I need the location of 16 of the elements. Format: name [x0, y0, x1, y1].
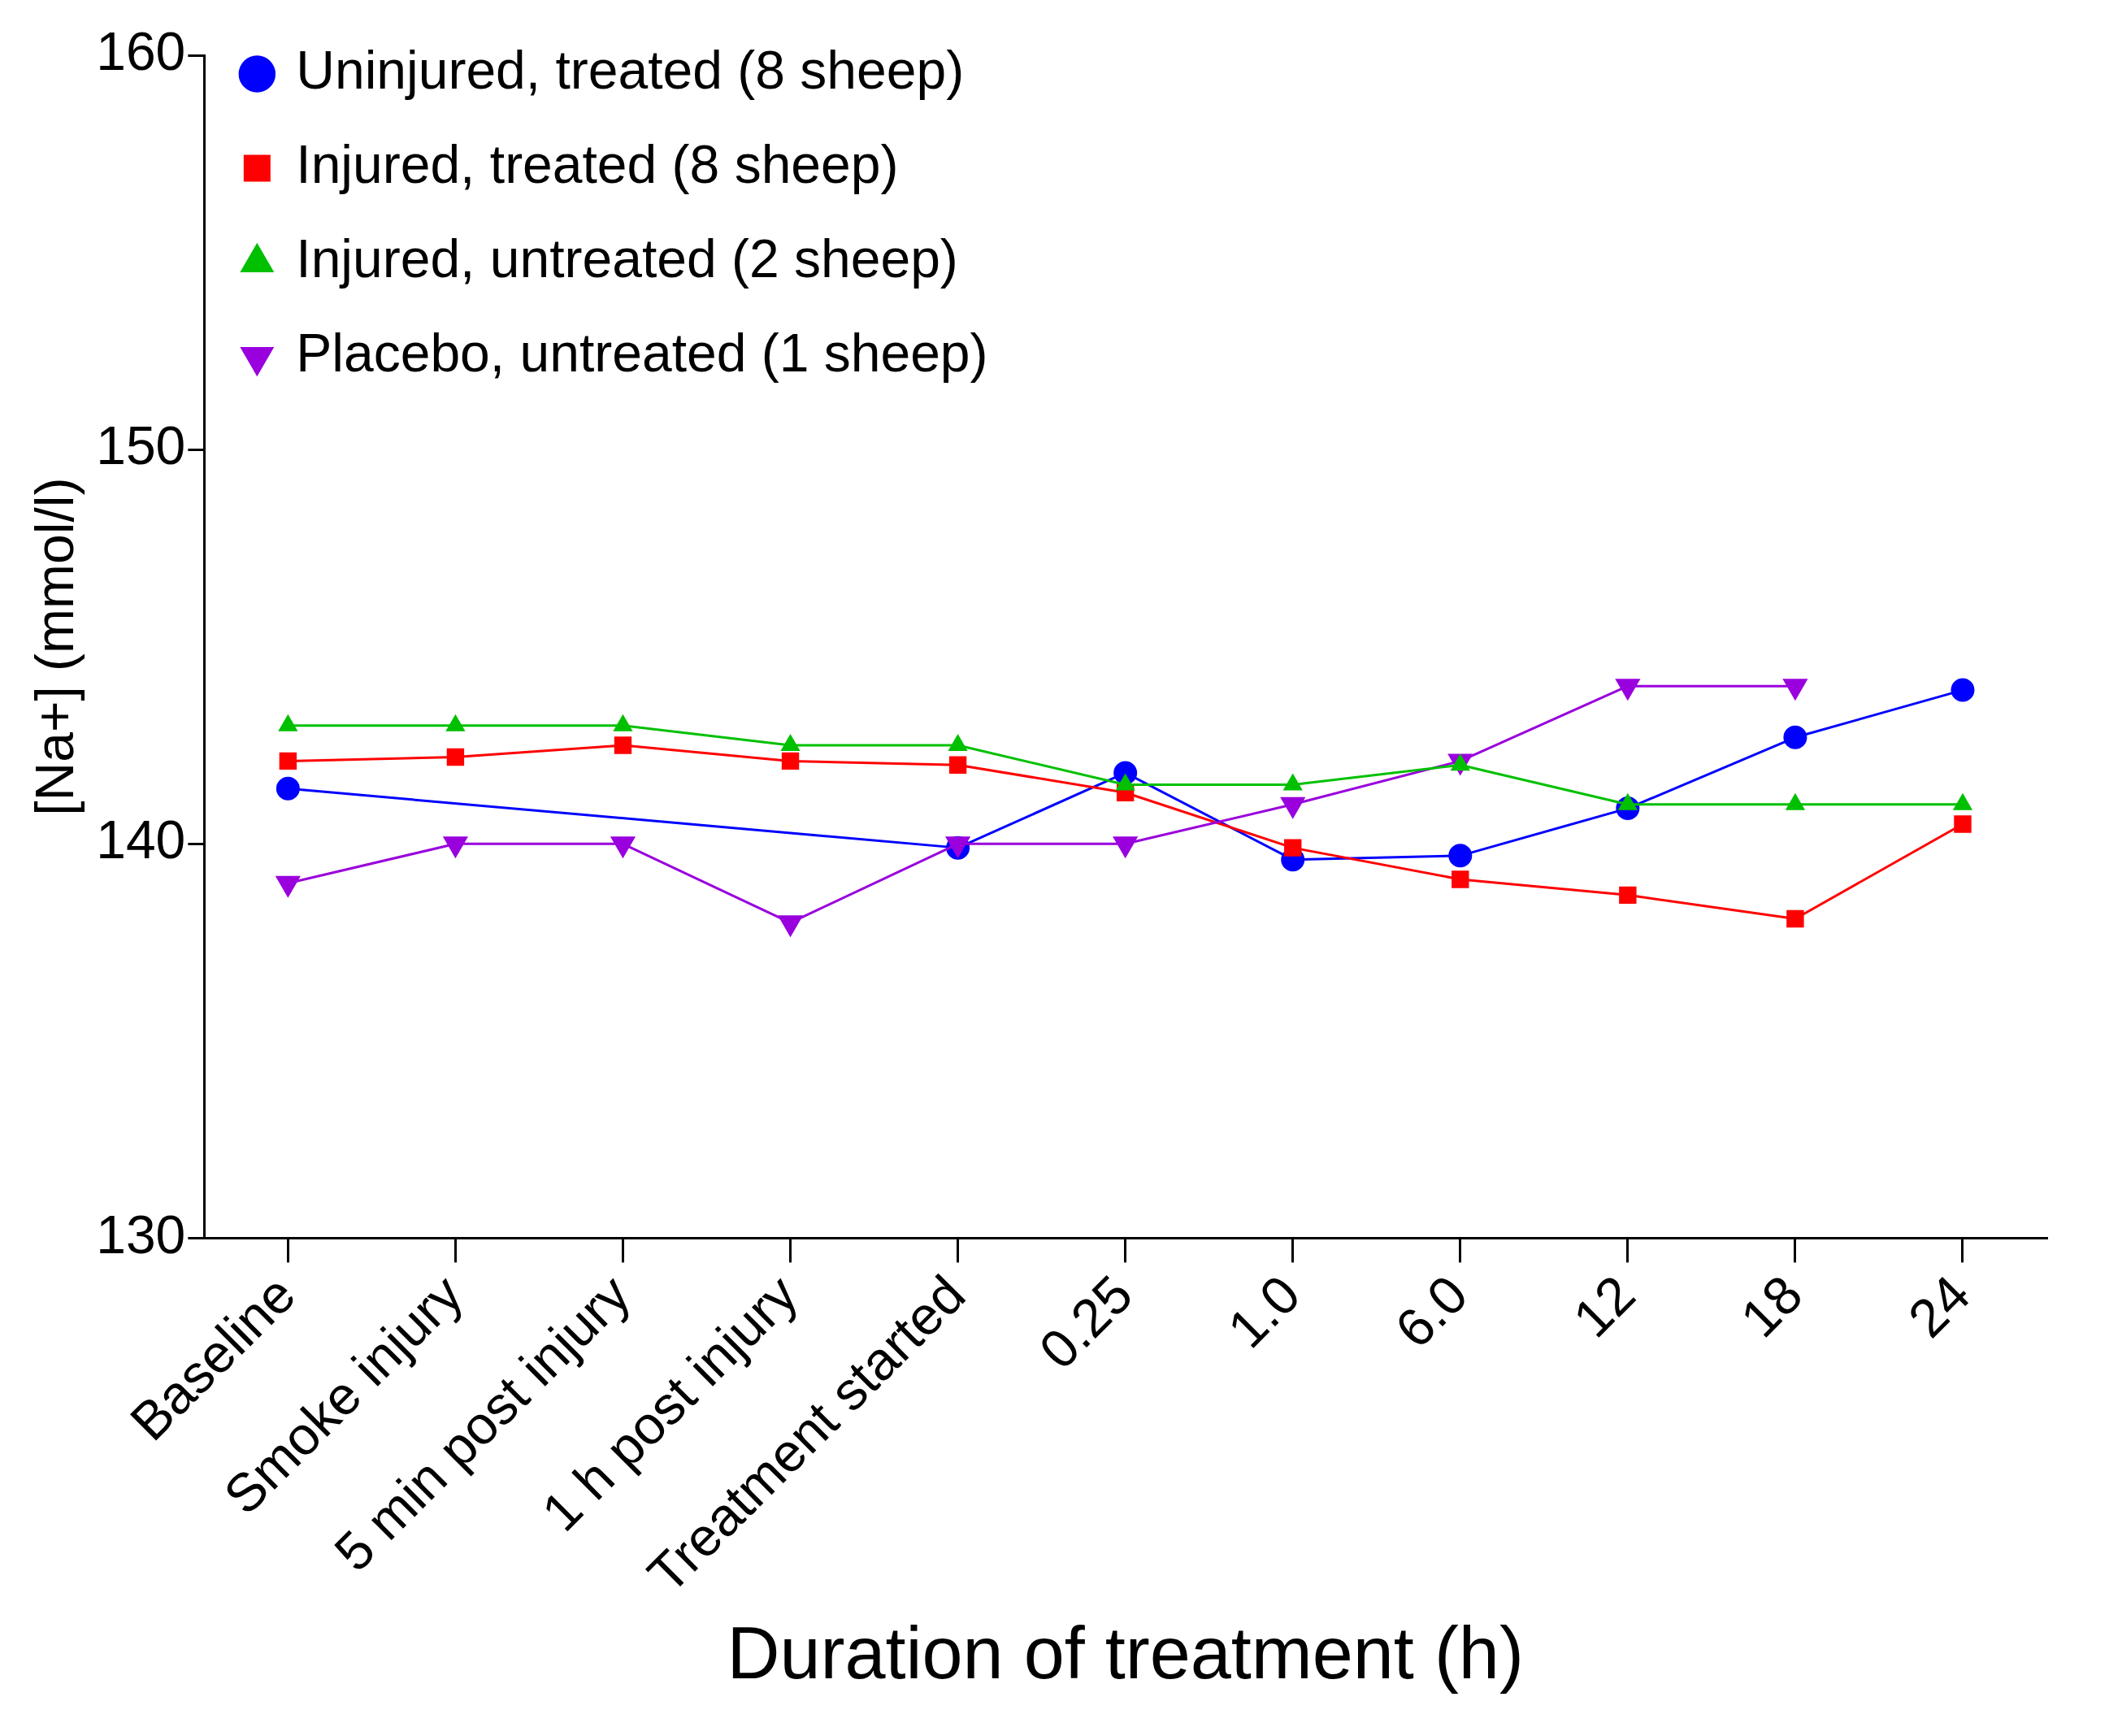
x-tick-label: 12	[1561, 1263, 1647, 1349]
legend-label: Placebo, untreated (1 sheep)	[296, 323, 988, 384]
x-tick-label: 6.0	[1383, 1263, 1479, 1360]
legend-label: Uninjured, treated (8 sheep)	[296, 40, 965, 101]
x-tick-label: 1.0	[1216, 1263, 1312, 1360]
y-tick-label: 140	[96, 809, 186, 870]
x-tick-label: 24	[1896, 1263, 1981, 1349]
legend-label: Injured, untreated (2 sheep)	[296, 228, 958, 289]
x-tick-label: 0.25	[1027, 1263, 1144, 1381]
legend-label: Injured, treated (8 sheep)	[296, 134, 899, 195]
y-axis-title: [Na+] (mmol/l)	[24, 477, 85, 816]
y-tick-label: 130	[96, 1204, 186, 1265]
x-tick-label: 18	[1729, 1263, 1814, 1349]
y-tick-label: 160	[96, 21, 186, 82]
x-axis-title: Duration of treatment (h)	[727, 1612, 1524, 1694]
y-tick-label: 150	[96, 415, 186, 476]
